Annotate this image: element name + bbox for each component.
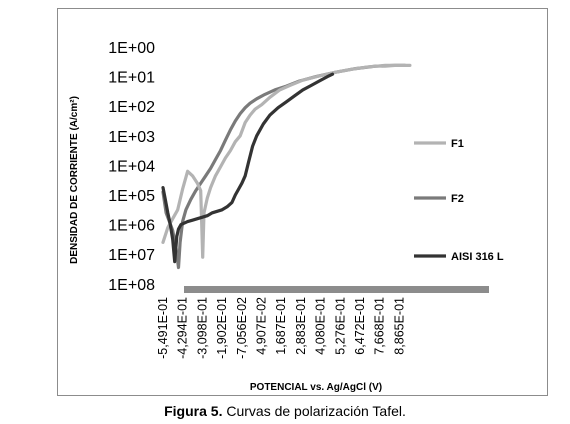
x-axis-bar: [184, 286, 489, 293]
x-tick-label: 7,668E-01: [373, 297, 387, 355]
y-axis-ticks: 1E+00 1E+01 1E+02 1E+03 1E+04 1E+05 1E+06 1E+07…: [108, 40, 155, 294]
series-line-f1: [161, 63, 412, 259]
y-tick-label: 1E+02: [108, 99, 155, 116]
y-tick-label: 1E+06: [108, 218, 155, 235]
y-axis-label: DENSIDAD DE CORRIENTE (A/cm²): [69, 96, 80, 264]
legend-label: F1: [451, 138, 464, 150]
legend-label: F2: [451, 193, 464, 205]
x-tick-label: -1,902E-01: [215, 297, 229, 359]
chart-frame: 1E+00 1E+01 1E+02 1E+03 1E+04 1E+05 1E+06 1E+07…: [57, 8, 548, 396]
y-tick-label: 1E+05: [108, 188, 155, 205]
x-tick-label: -3,098E-01: [195, 297, 209, 359]
series-line-f2: [161, 63, 407, 270]
x-tick-label: 6,472E-01: [353, 297, 367, 355]
y-tick-label: 1E+07: [108, 247, 155, 264]
x-tick-label: 8,865E-01: [392, 297, 406, 355]
y-tick-label: 1E+00: [108, 40, 155, 57]
x-axis-ticks: -5,491E-01 -4,294E-01 -3,098E-01 -1,902E-01…: [156, 297, 406, 359]
legend: F1 F2 AISI 316 L: [414, 138, 504, 263]
y-tick-label: 1E+01: [108, 70, 155, 87]
y-tick-label: 1E+08: [108, 277, 155, 294]
y-tick-label: 1E+04: [108, 158, 155, 175]
series-layer: [161, 63, 412, 270]
caption-text: Curvas de polarización Tafel.: [222, 403, 406, 419]
x-tick-label: 1,687E-01: [274, 297, 288, 355]
x-tick-label: 4,080E-01: [314, 297, 328, 355]
x-tick-label: 5,276E-01: [333, 297, 347, 355]
legend-label: AISI 316 L: [451, 251, 504, 263]
x-tick-label: -4,294E-01: [176, 297, 190, 359]
figure-caption: Figura 5. Curvas de polarización Tafel.: [0, 403, 570, 419]
y-tick-label: 1E+03: [108, 129, 155, 146]
x-tick-label: -7,056E-02: [235, 297, 249, 359]
caption-label: Figura 5.: [164, 403, 223, 419]
tafel-chart: 1E+00 1E+01 1E+02 1E+03 1E+04 1E+05 1E+06 1E+07…: [69, 40, 504, 393]
series-line-aisi-316-l: [161, 72, 335, 264]
x-tick-label: 4,907E-02: [255, 297, 269, 355]
x-tick-label: -5,491E-01: [156, 297, 170, 359]
x-axis-label: POTENCIAL vs. Ag/AgCl (V): [250, 382, 382, 393]
x-tick-label: 2,883E-01: [294, 297, 308, 355]
